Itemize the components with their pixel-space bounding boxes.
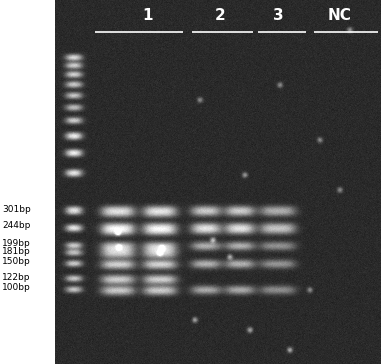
Text: 244bp: 244bp bbox=[2, 222, 30, 230]
Text: NC: NC bbox=[328, 8, 352, 24]
Text: 150bp: 150bp bbox=[2, 257, 31, 266]
Text: 301bp: 301bp bbox=[2, 205, 31, 214]
Text: 181bp: 181bp bbox=[2, 246, 31, 256]
Text: 100bp: 100bp bbox=[2, 284, 31, 293]
Text: 2: 2 bbox=[215, 8, 226, 24]
Text: 1: 1 bbox=[143, 8, 153, 24]
Text: 199bp: 199bp bbox=[2, 240, 31, 249]
Text: 3: 3 bbox=[273, 8, 283, 24]
Text: 122bp: 122bp bbox=[2, 273, 30, 281]
